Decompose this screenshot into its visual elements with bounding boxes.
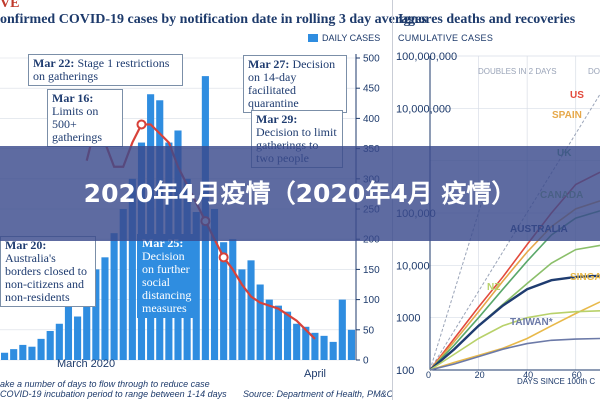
bar [92, 269, 100, 360]
x-tick-label: 0 [426, 370, 431, 380]
y-tick-label: 0 [363, 356, 369, 367]
series-line [429, 301, 600, 371]
bar [302, 326, 310, 360]
callout-mar29-date: Mar 29: [256, 112, 298, 126]
banner-text: 2020年4月疫情（2020年4月 疫情） [83, 179, 517, 208]
average-marker [136, 119, 147, 130]
bar [238, 269, 246, 360]
legend-label: DAILY CASES [322, 33, 381, 43]
bar [83, 290, 91, 360]
series-label: US [570, 90, 584, 101]
bar [220, 242, 228, 360]
series-line [429, 244, 600, 371]
footnote-line-2: COVID-19 incubation period to range betw… [0, 389, 227, 399]
bar [10, 349, 18, 360]
bar [311, 332, 319, 360]
bar [28, 346, 36, 360]
callout-mar20-text: Australia's borders closed to non-citize… [5, 251, 87, 304]
month-april: April [304, 368, 327, 380]
series-label: NZ [487, 282, 500, 293]
left-footnote: ake a number of days to flow through to … [0, 379, 227, 399]
doubles-label: DOUBLES IN 2 DAYS [478, 67, 557, 76]
y-tick-label: 100 [363, 295, 380, 306]
callout-mar22-text: Stage 1 restrictions on gatherings [33, 56, 170, 83]
average-marker [218, 252, 229, 263]
series-line [429, 337, 600, 371]
x-tick-label: 20 [475, 370, 485, 380]
bar [265, 299, 273, 360]
x-tick-label: 40 [523, 370, 533, 380]
doubles-label: DO [588, 67, 600, 76]
left-legend: DAILY CASES [308, 33, 380, 43]
bar [210, 209, 219, 360]
y-tick-label: 450 [363, 84, 380, 95]
callout-mar20-date: Mar 20: [5, 238, 47, 252]
bar [46, 331, 54, 360]
bar [338, 299, 346, 360]
callout-mar27-date: Mar 27: [248, 57, 290, 71]
y-tick-label: 10,000 [396, 260, 430, 272]
x-tick-label: 60 [572, 370, 582, 380]
bar [347, 329, 355, 360]
series-label: TAIWAN* [510, 317, 553, 328]
series-label: SPAIN [552, 110, 582, 121]
bar [329, 341, 337, 360]
doubling-guide [429, 180, 489, 371]
bar [101, 257, 109, 360]
bar [119, 209, 127, 360]
bar [128, 178, 136, 360]
series-line [429, 274, 600, 371]
month-march: March 2020 [57, 358, 116, 370]
y-tick-label: 100,000,000 [396, 51, 457, 63]
bar [256, 284, 264, 360]
y-tick-label: 500 [363, 54, 380, 65]
bar [274, 305, 282, 360]
bar [55, 323, 63, 360]
y-tick-label: 10,000,000 [396, 103, 451, 115]
callout-mar22: Mar 22: Stage 1 restrictions on gatherin… [28, 54, 183, 86]
y-tick-label: 400 [363, 114, 380, 125]
callout-mar25: Mar 25: Decision on further social dista… [137, 234, 195, 318]
left-source: Source: Department of Health, PM&C [243, 389, 394, 399]
right-chart-title: Ignores deaths and recoveries [398, 12, 576, 27]
callout-mar16-text: Limits on 500+ gatherings [52, 104, 102, 144]
bar [74, 316, 82, 360]
bar [247, 260, 255, 360]
bar [1, 352, 9, 360]
bar [37, 338, 45, 360]
bar [192, 212, 200, 360]
callout-mar27-text: Decision on 14-day facilitated quarantin… [248, 57, 336, 110]
bar [64, 305, 73, 360]
bar [293, 323, 301, 360]
series-label: SINGAPORE [570, 272, 600, 283]
bar [19, 344, 27, 360]
y-tick-label: 50 [363, 325, 375, 336]
bar [320, 335, 328, 360]
right-x-label: DAYS SINCE 100th C [517, 377, 596, 386]
y-tick-label: 1000 [396, 313, 420, 325]
legend-swatch [308, 34, 318, 42]
y-tick-label: 150 [363, 265, 380, 276]
footnote-line-1: ake a number of days to flow through to … [0, 379, 210, 389]
callout-mar20: Mar 20: Australia's borders closed to no… [0, 236, 96, 307]
bar [110, 233, 118, 360]
callout-mar27: Mar 27: Decision on 14-day facilitated q… [243, 55, 347, 113]
callout-mar16: Mar 16: Limits on 500+ gatherings [47, 89, 123, 147]
callout-mar22-date: Mar 22: [33, 56, 75, 70]
title-banner: 2020年4月疫情（2020年4月 疫情） [0, 146, 600, 241]
left-title-prefix: VE [0, 0, 20, 11]
callout-mar25-text: Decision on further social distancing me… [142, 249, 192, 315]
bar [283, 311, 292, 360]
series-line [429, 310, 600, 371]
right-chart-subtitle: CUMULATIVE CASES [398, 33, 494, 43]
y-tick-label: 100 [396, 365, 414, 377]
callout-mar16-date: Mar 16: [52, 91, 94, 105]
left-chart-title: onfirmed COVID-19 cases by notification … [0, 12, 427, 27]
bar [229, 239, 237, 360]
